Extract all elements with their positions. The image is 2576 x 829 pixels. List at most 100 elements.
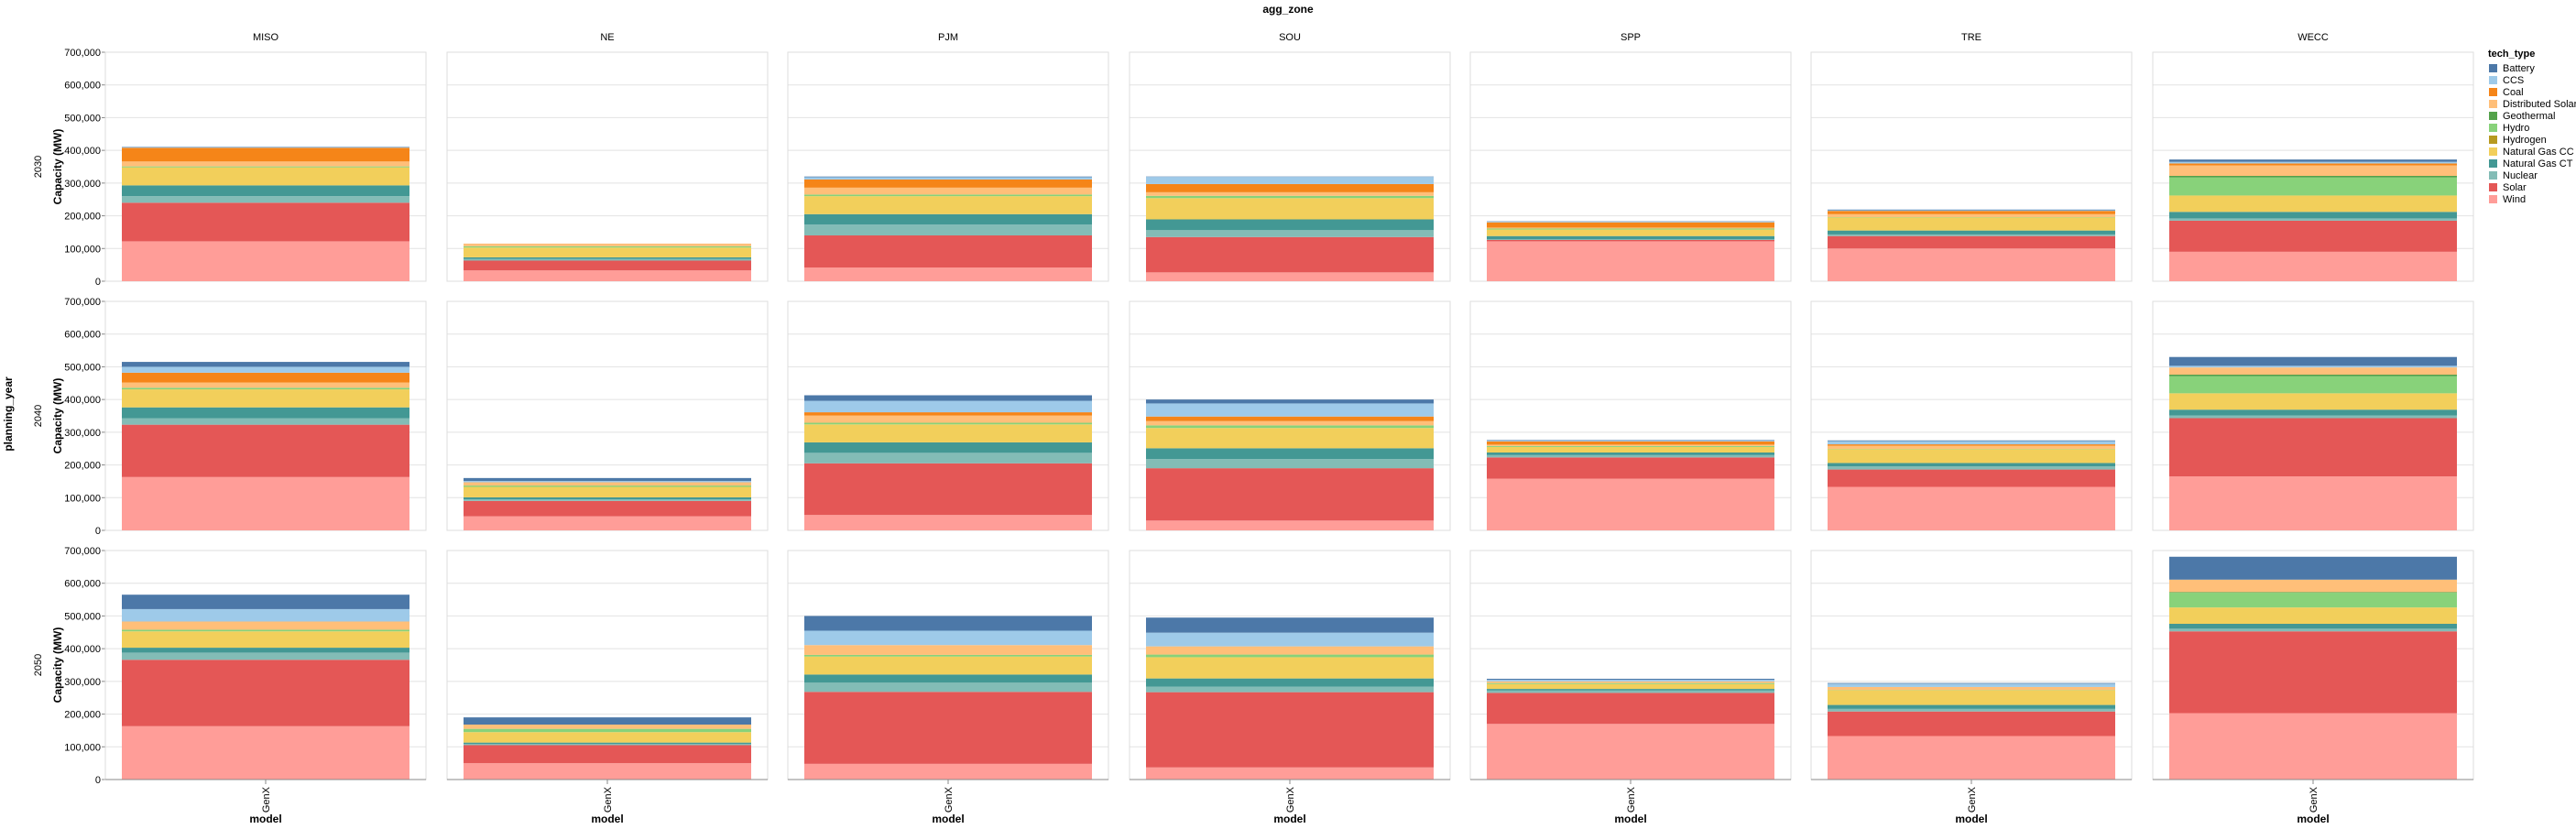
- bar-segment-distributed-solar[interactable]: [2169, 579, 2457, 593]
- bar-segment-hydro[interactable]: [464, 728, 751, 733]
- bar-segment-distributed-solar[interactable]: [804, 645, 1092, 655]
- bar-segment-distributed-solar[interactable]: [464, 482, 751, 486]
- bar-segment-distributed-solar[interactable]: [1146, 646, 1434, 655]
- bar-segment-natural-gas-cc[interactable]: [464, 247, 751, 257]
- bar-segment-solar[interactable]: [2169, 418, 2457, 477]
- bar-segment-wind[interactable]: [1828, 486, 2115, 531]
- bar-segment-solar[interactable]: [122, 660, 409, 726]
- bar-segment-natural-gas-ct[interactable]: [804, 442, 1092, 453]
- bar-segment-distributed-solar[interactable]: [2169, 367, 2457, 375]
- bar-segment-nuclear[interactable]: [122, 196, 409, 203]
- bar-segment-natural-gas-cc[interactable]: [1828, 690, 2115, 705]
- bar-segment-coal[interactable]: [122, 372, 409, 383]
- bar-segment-battery[interactable]: [2169, 356, 2457, 366]
- bar-segment-natural-gas-cc[interactable]: [1828, 449, 2115, 464]
- bar-segment-natural-gas-ct[interactable]: [1146, 678, 1434, 687]
- bar-segment-nuclear[interactable]: [1487, 454, 1774, 458]
- bar-segment-hydro[interactable]: [1146, 425, 1434, 429]
- bar-segment-nuclear[interactable]: [464, 499, 751, 501]
- bar-segment-distributed-solar[interactable]: [1828, 686, 2115, 691]
- bar-segment-wind[interactable]: [464, 270, 751, 281]
- bar-segment-nuclear[interactable]: [464, 258, 751, 261]
- bar-segment-solar[interactable]: [1146, 236, 1434, 273]
- bar-segment-nuclear[interactable]: [1146, 459, 1434, 469]
- bar-segment-solar[interactable]: [1146, 468, 1434, 521]
- bar-segment-solar[interactable]: [1487, 693, 1774, 725]
- bar-segment-coal[interactable]: [1146, 416, 1434, 421]
- bar-segment-nuclear[interactable]: [2169, 628, 2457, 632]
- bar-segment-distributed-solar[interactable]: [2169, 165, 2457, 176]
- bar-segment-solar[interactable]: [122, 202, 409, 242]
- bar-segment-natural-gas-cc[interactable]: [2169, 393, 2457, 410]
- bar-segment-distributed-solar[interactable]: [1487, 681, 1774, 683]
- bar-segment-ccs[interactable]: [1487, 680, 1774, 682]
- bar-segment-battery[interactable]: [1828, 682, 2115, 684]
- bar-segment-nuclear[interactable]: [804, 453, 1092, 464]
- bar-segment-natural-gas-ct[interactable]: [804, 213, 1092, 225]
- bar-segment-battery[interactable]: [804, 176, 1092, 178]
- bar-segment-hydro[interactable]: [464, 485, 751, 487]
- bar-segment-natural-gas-ct[interactable]: [122, 648, 409, 653]
- bar-segment-distributed-solar[interactable]: [464, 243, 751, 246]
- bar-segment-natural-gas-cc[interactable]: [2169, 607, 2457, 624]
- bar-segment-natural-gas-cc[interactable]: [464, 732, 751, 743]
- bar-segment-distributed-solar[interactable]: [804, 415, 1092, 423]
- bar-segment-ccs[interactable]: [122, 366, 409, 373]
- bar-segment-solar[interactable]: [1828, 469, 2115, 487]
- bar-segment-wind[interactable]: [464, 763, 751, 780]
- bar-segment-battery[interactable]: [122, 362, 409, 367]
- bar-segment-ccs[interactable]: [464, 481, 751, 483]
- bar-segment-natural-gas-cc[interactable]: [1487, 446, 1774, 453]
- bar-segment-natural-gas-ct[interactable]: [1828, 230, 2115, 235]
- bar-segment-natural-gas-ct[interactable]: [1487, 235, 1774, 240]
- bar-segment-natural-gas-cc[interactable]: [804, 196, 1092, 214]
- bar-segment-wind[interactable]: [804, 515, 1092, 530]
- bar-segment-natural-gas-cc[interactable]: [804, 424, 1092, 442]
- bar-segment-natural-gas-ct[interactable]: [464, 742, 751, 745]
- bar-segment-coal[interactable]: [804, 179, 1092, 188]
- bar-segment-hydro[interactable]: [1487, 682, 1774, 684]
- bar-segment-wind[interactable]: [804, 763, 1092, 780]
- bar-segment-wind[interactable]: [122, 241, 409, 281]
- bar-segment-ccs[interactable]: [1487, 441, 1774, 442]
- bar-segment-wind[interactable]: [464, 516, 751, 530]
- bar-segment-distributed-solar[interactable]: [122, 382, 409, 388]
- bar-segment-geothermal[interactable]: [2169, 375, 2457, 376]
- bar-segment-wind[interactable]: [1828, 736, 2115, 780]
- bar-segment-wind[interactable]: [1828, 248, 2115, 281]
- bar-segment-solar[interactable]: [2169, 631, 2457, 714]
- bar-segment-natural-gas-cc[interactable]: [1487, 229, 1774, 236]
- bar-segment-coal[interactable]: [122, 147, 409, 162]
- bar-segment-battery[interactable]: [1487, 679, 1774, 681]
- bar-segment-natural-gas-ct[interactable]: [1146, 219, 1434, 231]
- bar-segment-natural-gas-cc[interactable]: [1487, 683, 1774, 690]
- bar-segment-wind[interactable]: [1487, 478, 1774, 530]
- bar-segment-wind[interactable]: [804, 267, 1092, 281]
- bar-segment-ccs[interactable]: [1146, 632, 1434, 647]
- bar-segment-natural-gas-ct[interactable]: [2169, 409, 2457, 416]
- bar-segment-natural-gas-ct[interactable]: [122, 185, 409, 197]
- bar-segment-distributed-solar[interactable]: [122, 621, 409, 630]
- bar-segment-hydro[interactable]: [804, 654, 1092, 657]
- bar-segment-nuclear[interactable]: [1828, 234, 2115, 236]
- bar-segment-battery[interactable]: [1487, 440, 1774, 442]
- bar-segment-nuclear[interactable]: [1828, 708, 2115, 712]
- bar-segment-nuclear[interactable]: [122, 418, 409, 425]
- bar-segment-wind[interactable]: [1146, 767, 1434, 780]
- bar-segment-wind[interactable]: [1146, 272, 1434, 281]
- bar-segment-natural-gas-cc[interactable]: [1828, 217, 2115, 231]
- bar-segment-natural-gas-cc[interactable]: [122, 631, 409, 649]
- bar-segment-distributed-solar[interactable]: [1487, 444, 1774, 446]
- bar-segment-nuclear[interactable]: [464, 744, 751, 746]
- bar-segment-hydro[interactable]: [464, 245, 751, 248]
- bar-segment-natural-gas-ct[interactable]: [1828, 704, 2115, 709]
- bar-segment-natural-gas-ct[interactable]: [122, 407, 409, 419]
- bar-segment-hydro[interactable]: [1487, 228, 1774, 230]
- bar-segment-solar[interactable]: [464, 500, 751, 517]
- bar-segment-ccs[interactable]: [1146, 403, 1434, 417]
- bar-segment-coal[interactable]: [1828, 444, 2115, 446]
- bar-segment-natural-gas-ct[interactable]: [1487, 689, 1774, 691]
- bar-segment-natural-gas-ct[interactable]: [804, 674, 1092, 683]
- bar-segment-battery[interactable]: [1828, 209, 2115, 211]
- bar-segment-battery[interactable]: [464, 477, 751, 482]
